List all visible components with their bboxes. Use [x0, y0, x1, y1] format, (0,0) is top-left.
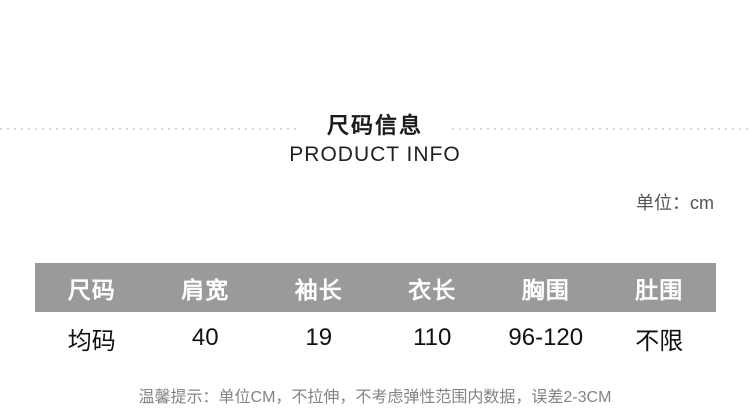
header-cell-size: 尺码 [67, 276, 116, 303]
title-dashed-rule-right [452, 128, 750, 130]
data-cell-garment-length: 110 [413, 324, 452, 351]
header-cell-belly: 肚围 [635, 276, 684, 303]
data-cell-size: 均码 [67, 327, 116, 355]
measurement-unit-label: 单位：cm [636, 193, 714, 213]
data-cell-shoulder-width: 40 [191, 324, 219, 351]
data-cell-bust: 96-120 [508, 324, 584, 351]
header-cell-sleeve-length: 袖长 [294, 276, 343, 303]
size-table-header-row: 尺码 肩宽 袖长 衣长 胸围 肚围 [35, 263, 716, 312]
section-title-english: PRODUCT INFO [289, 143, 461, 166]
header-cell-garment-length: 衣长 [408, 276, 457, 303]
header-cell-bust: 胸围 [521, 276, 570, 303]
data-cell-belly: 不限 [635, 327, 684, 355]
title-dashed-rule-left [0, 128, 298, 130]
size-chart-table: 尺码 肩宽 袖长 衣长 胸围 肚围 均码 40 19 110 96-120 不限 [35, 263, 716, 364]
size-table-data-row: 均码 40 19 110 96-120 不限 [35, 312, 716, 364]
data-cell-sleeve-length: 19 [305, 324, 333, 351]
section-title-chinese: 尺码信息 [326, 113, 423, 138]
reminder-note: 温馨提示：单位CM，不拉伸，不考虑弹性范围内数据，误差2-3CM [138, 389, 612, 406]
header-cell-shoulder-width: 肩宽 [181, 276, 230, 303]
